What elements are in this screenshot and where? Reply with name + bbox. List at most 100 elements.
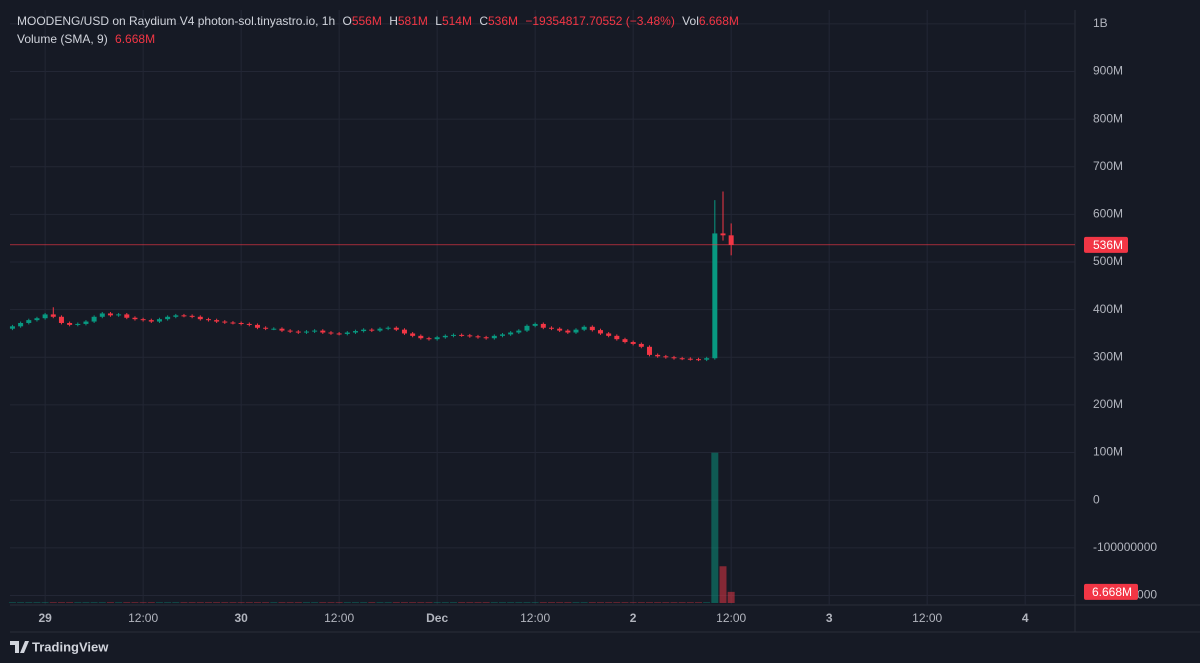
candle-body: [173, 315, 179, 317]
volume-bar: [678, 602, 686, 603]
volume-bar: [57, 602, 65, 603]
candle-body: [287, 330, 293, 332]
volume-bar: [204, 602, 212, 603]
volume-bar: [41, 602, 49, 603]
volume-legend: Volume (SMA, 9) 6.668M: [17, 32, 155, 46]
x-tick-label: 12:00: [520, 611, 550, 625]
ohlc-value: 514M: [442, 14, 472, 28]
candle-body: [581, 326, 587, 330]
volume-bar: [507, 602, 515, 603]
candle-body: [246, 323, 252, 325]
candle-body: [450, 334, 456, 336]
candle-body: [214, 320, 220, 322]
candle-body: [483, 337, 489, 339]
volume-bar: [588, 602, 596, 603]
volume-bar: [82, 602, 90, 603]
volume-bar: [262, 602, 270, 603]
volume-bar: [441, 602, 449, 603]
candle-body: [263, 327, 269, 329]
legend: MOODENG/USD on Raydium V4 photon-sol.tin…: [17, 14, 739, 28]
volume-bar: [115, 602, 123, 603]
candle-body: [410, 333, 416, 336]
volume-bar: [311, 602, 319, 603]
candle-body: [573, 329, 579, 333]
ohlc-value: 556M: [352, 14, 382, 28]
candle-body: [124, 314, 130, 318]
candle-body: [181, 315, 187, 317]
volume-bar: [213, 602, 221, 603]
x-tick-label: 12:00: [324, 611, 354, 625]
candle-body: [34, 318, 40, 321]
candle-body: [671, 357, 677, 359]
candle-body: [597, 330, 603, 334]
candle-body: [557, 328, 563, 331]
volume-bar: [490, 602, 498, 603]
volume-bar: [302, 602, 310, 603]
y-tick-label: 900M: [1093, 64, 1123, 78]
candle-body: [679, 358, 685, 360]
candle-body: [524, 325, 530, 331]
candle-body: [303, 331, 309, 333]
candle-body: [312, 330, 318, 332]
volume-bar: [155, 602, 163, 603]
candle-body: [344, 332, 350, 334]
volume-bar: [106, 602, 114, 603]
candle-body: [589, 326, 595, 331]
candle-body: [50, 314, 56, 317]
candle-body: [116, 314, 122, 316]
y-tick-label: 300M: [1093, 349, 1123, 363]
vol-label: Vol: [682, 14, 699, 28]
candle-body: [532, 323, 538, 326]
candle-body: [189, 315, 195, 317]
volume-bar: [196, 602, 204, 603]
volume-bar: [17, 602, 25, 603]
grid: [10, 10, 1075, 605]
candle-body: [401, 329, 407, 334]
volume-bar: [572, 602, 580, 603]
x-tick-label: 29: [38, 611, 52, 625]
volume-bar: [662, 602, 670, 603]
volume-bar: [8, 602, 16, 603]
candle-body: [222, 321, 228, 323]
candle-body: [508, 332, 514, 335]
volume-study-value: 6.668M: [115, 32, 155, 46]
volume-bar: [74, 602, 82, 603]
volume-bar: [466, 602, 474, 603]
volume-bar: [368, 602, 376, 603]
candle-body: [475, 336, 481, 338]
candle-body: [459, 334, 465, 336]
x-tick-label: 12:00: [128, 611, 158, 625]
last-price-badge: [1084, 236, 1128, 253]
candle-body: [418, 335, 424, 339]
axes: 1B 900M 800M 700M 600M 500M 400M 300M 200M 100M 0 -…: [38, 16, 1157, 625]
ohlc-label: L: [435, 14, 442, 28]
volume-bar: [237, 602, 245, 603]
candle-body: [197, 316, 203, 320]
candle-body: [328, 332, 334, 334]
y-tick-label: -100000000: [1093, 540, 1157, 554]
volume-bar: [147, 602, 155, 603]
volume-bar: [605, 602, 613, 603]
candle-body: [369, 329, 375, 331]
volume-bar: [90, 602, 98, 603]
vol-value: 6.668M: [699, 14, 739, 28]
candle-body: [238, 322, 244, 324]
volume-bar: [425, 602, 433, 603]
x-tick-label: Dec: [426, 611, 448, 625]
volume-bar: [294, 602, 302, 603]
candle-body: [712, 233, 718, 359]
candle-body: [704, 358, 710, 360]
volume-bar: [629, 602, 637, 603]
volume-bar: [360, 602, 368, 603]
last-volume-label: 6.668M: [1092, 585, 1132, 599]
volume-bar: [409, 602, 417, 603]
brand[interactable]: TradingView: [10, 639, 109, 654]
candle-body: [728, 235, 734, 245]
volume-bar: [376, 602, 384, 603]
x-tick-label: 4: [1022, 611, 1029, 625]
volume-bar: [564, 602, 572, 603]
candle-body: [107, 313, 113, 316]
candle-body: [720, 233, 726, 236]
candle-body: [83, 321, 89, 324]
